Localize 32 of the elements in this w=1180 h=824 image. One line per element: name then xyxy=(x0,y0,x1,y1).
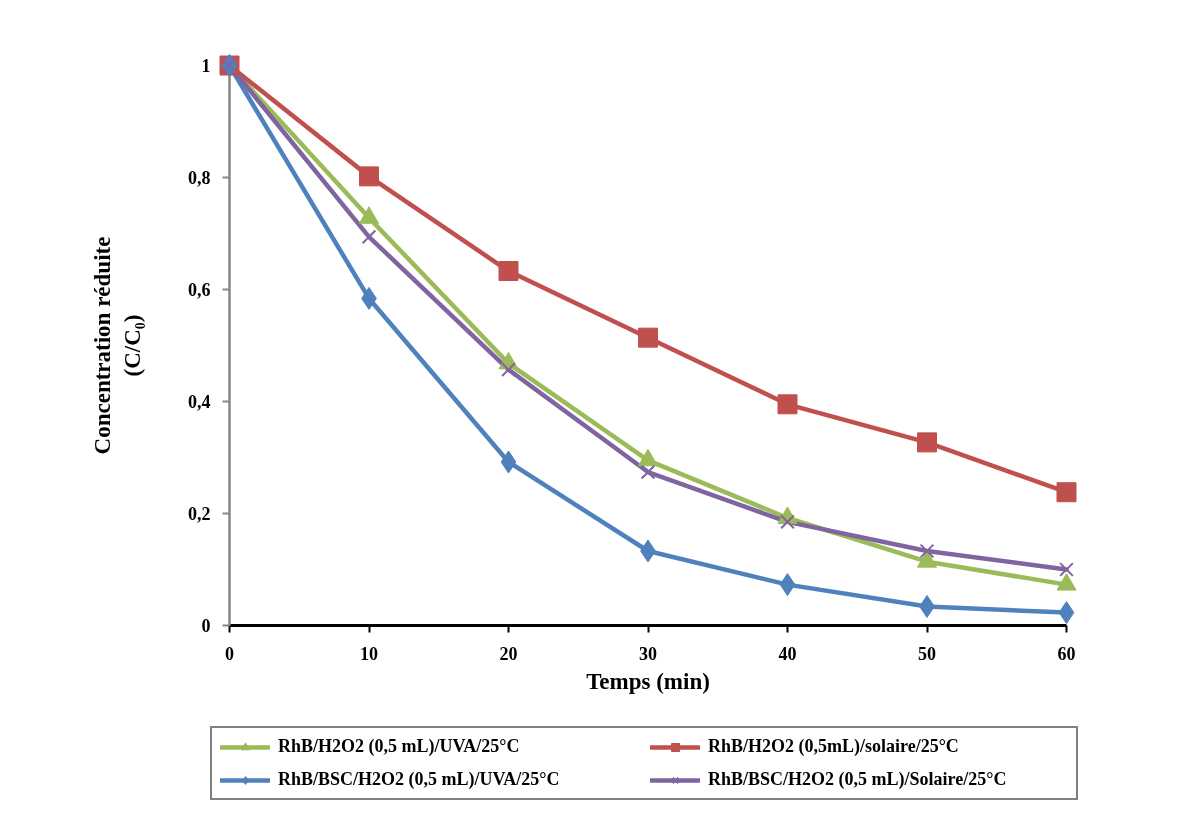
x-tick-label: 10 xyxy=(360,643,378,664)
y-tick-label: 0,4 xyxy=(188,392,211,412)
point xyxy=(501,362,516,377)
y-tick-label: 0,6 xyxy=(188,280,211,300)
point xyxy=(779,573,796,597)
point xyxy=(359,166,379,187)
legend-label: RhB/H2O2 (0,5 mL)/UVA/25°C xyxy=(278,736,521,757)
legend-label: RhB/BSC/H2O2 (0,5 mL)/Solaire/25°C xyxy=(708,769,1008,790)
point xyxy=(1058,601,1075,625)
y-tick-label: 0 xyxy=(201,616,211,636)
point xyxy=(638,327,658,348)
x-tick-label: 60 xyxy=(1057,643,1076,664)
y-tick-label: 0,8 xyxy=(188,168,211,188)
legend-label: RhB/H2O2 (0,5mL)/solaire/25°C xyxy=(708,736,960,757)
y-tick-label: 0,2 xyxy=(188,504,211,524)
point xyxy=(919,543,935,559)
point xyxy=(1059,562,1074,577)
point xyxy=(500,450,517,474)
x-axis-title: Temps (min) xyxy=(586,668,710,694)
x-tick-label: 20 xyxy=(499,643,518,664)
y-axis-title: Concentration réduite (C/C₀) xyxy=(90,236,145,455)
x-tick-label: 30 xyxy=(639,643,657,664)
y-tick-label: 1 xyxy=(201,56,211,76)
x-tick-label: 0 xyxy=(225,643,234,664)
x-tick-label: 50 xyxy=(918,643,936,664)
legend-label: RhB/BSC/H2O2 (0,5 mL)/UVA/25°C xyxy=(278,769,561,790)
point xyxy=(917,432,937,453)
point xyxy=(1056,482,1077,503)
point xyxy=(640,464,656,480)
point xyxy=(777,394,798,415)
x-tick-label: 40 xyxy=(778,643,797,664)
point xyxy=(498,261,519,282)
